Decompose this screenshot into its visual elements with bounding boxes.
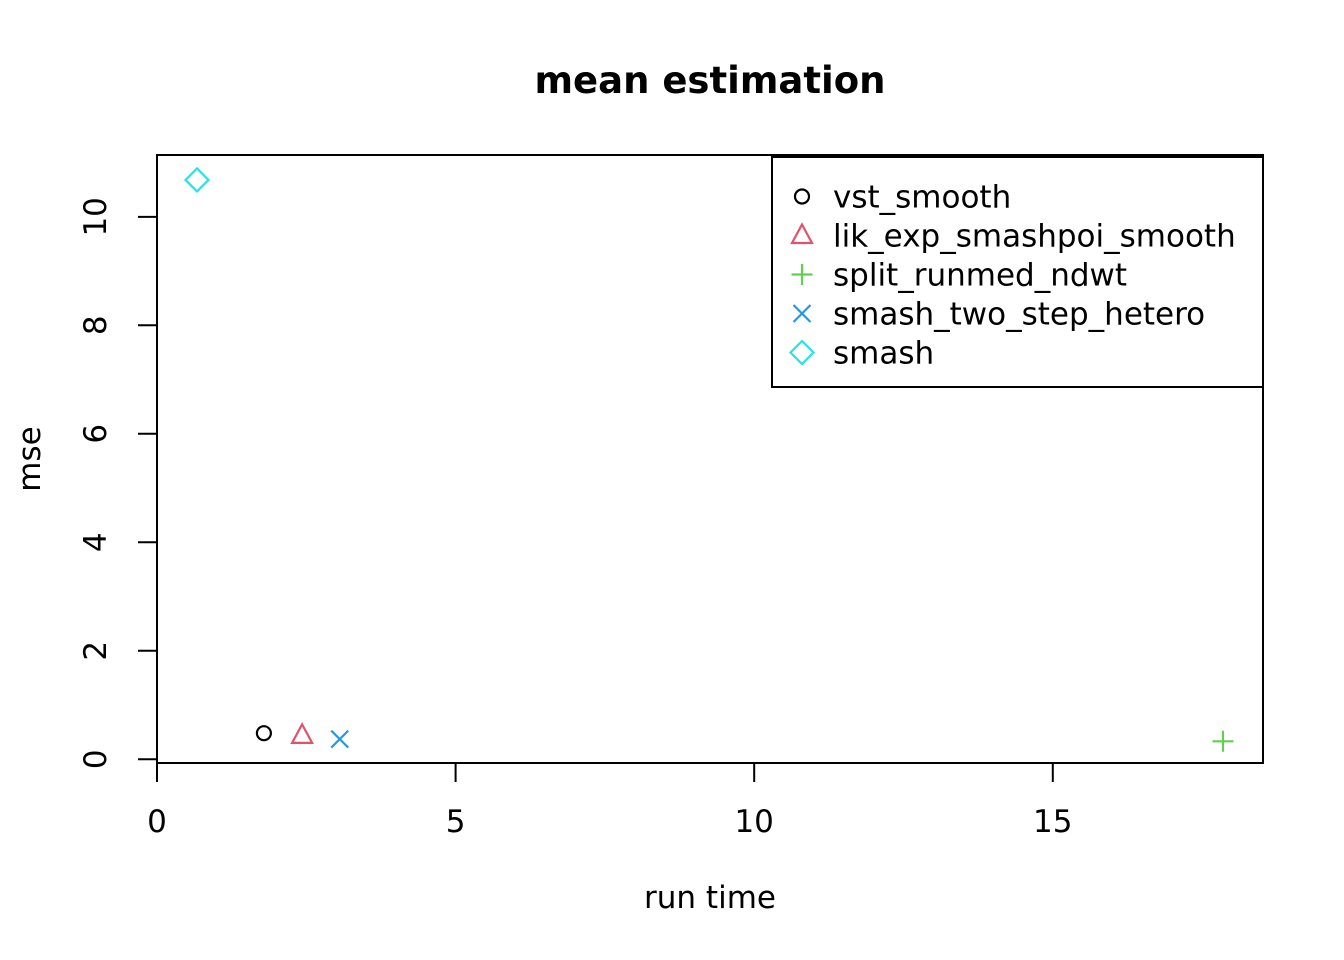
- chart-title: mean estimation: [534, 59, 886, 102]
- y-tick-label: 8: [78, 315, 114, 335]
- point-smash: [183, 166, 211, 194]
- legend-label-lik_exp_smashpoi_smooth: lik_exp_smashpoi_smooth: [833, 219, 1236, 255]
- legend-marker-smash_two_step_hetero: [792, 304, 812, 323]
- point-vst_smooth: [255, 725, 272, 742]
- y-tick-label: 6: [78, 424, 114, 444]
- x-axis-label: run time: [644, 880, 776, 916]
- point-smash_two_step_hetero: [330, 729, 350, 749]
- legend-label-vst_smooth: vst_smooth: [833, 180, 1011, 216]
- legend-marker-split_runmed_ndwt: [791, 264, 813, 285]
- y-tick-label: 4: [78, 532, 114, 552]
- legend-marker-vst_smooth: [793, 188, 811, 205]
- y-axis-label: mse: [12, 426, 48, 492]
- legend-label-smash_two_step_hetero: smash_two_step_hetero: [833, 297, 1205, 333]
- x-tick-label: 10: [734, 804, 773, 840]
- x-tick-label: 5: [446, 804, 466, 840]
- x-tick-label: 15: [1033, 804, 1072, 840]
- y-tick-label: 10: [78, 197, 114, 236]
- point-lik_exp_smashpoi_smooth: [290, 722, 314, 744]
- y-tick-label: 2: [78, 641, 114, 661]
- legend-label-smash: smash: [833, 336, 934, 372]
- x-tick-label: 0: [147, 804, 167, 840]
- legend-label-split_runmed_ndwt: split_runmed_ndwt: [833, 258, 1127, 294]
- legend-marker-lik_exp_smashpoi_smooth: [790, 222, 814, 245]
- plot-box: [156, 154, 1264, 764]
- point-split_runmed_ndwt: [1212, 730, 1234, 752]
- y-tick-label: 0: [78, 749, 114, 769]
- legend-marker-smash: [788, 339, 816, 366]
- legend-box: [771, 156, 1264, 388]
